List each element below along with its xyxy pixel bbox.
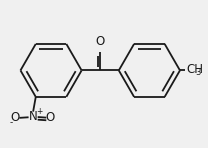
Text: O: O — [96, 35, 105, 48]
Text: +: + — [36, 107, 43, 116]
Text: CH: CH — [187, 63, 204, 76]
Text: O: O — [45, 111, 54, 124]
Text: N: N — [29, 110, 37, 123]
Text: O: O — [10, 111, 19, 124]
Text: 3: 3 — [196, 68, 201, 77]
Text: -: - — [9, 119, 12, 128]
